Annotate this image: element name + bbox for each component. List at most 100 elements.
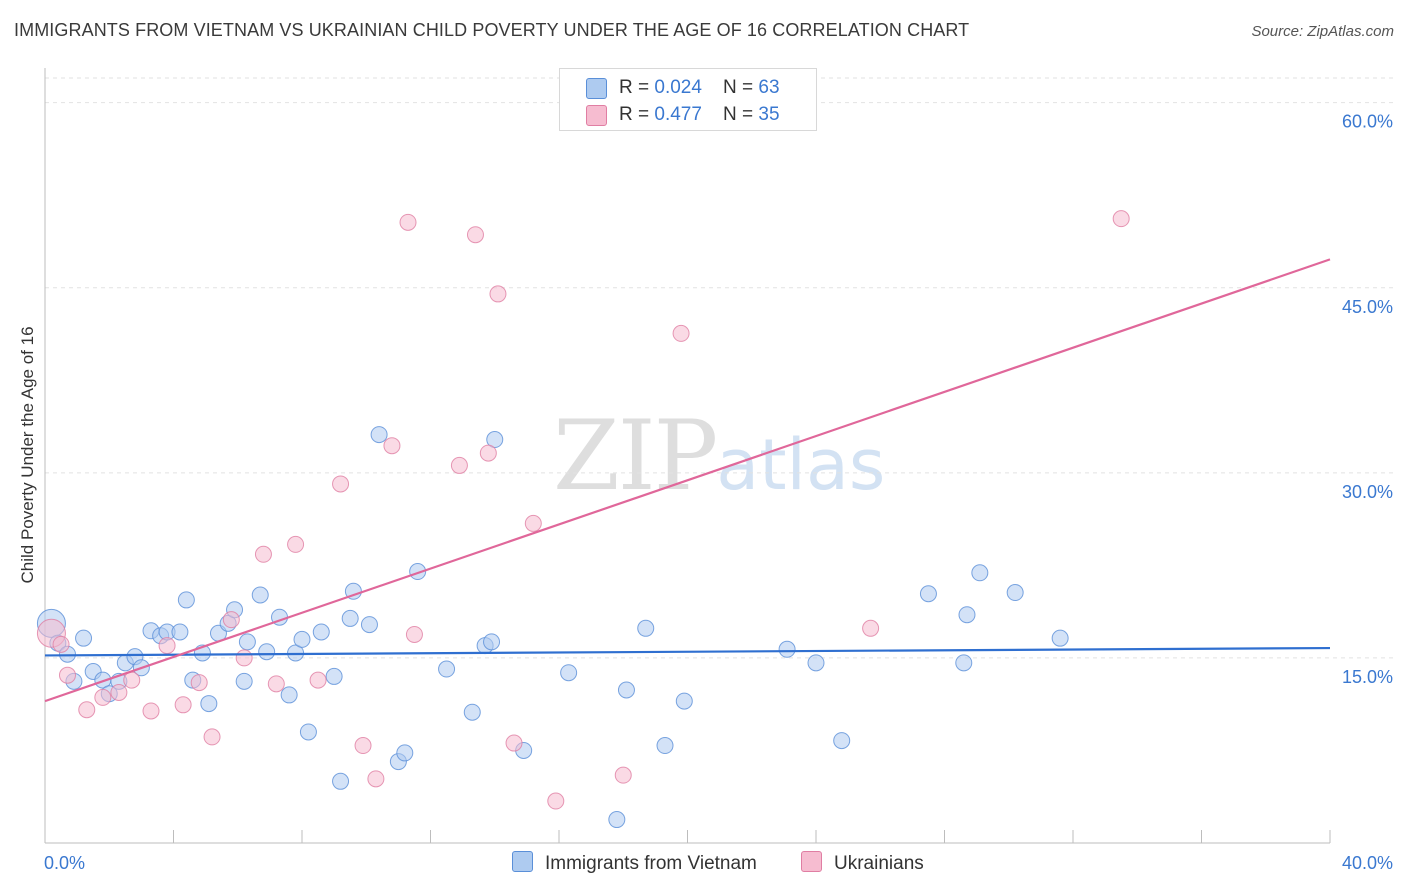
n-value: 63 [758, 77, 780, 98]
point-vietnam [560, 664, 578, 682]
y-tick-label: 30.0% [1342, 482, 1393, 502]
chart-title: IMMIGRANTS FROM VIETNAM VS UKRAINIAN CHI… [14, 20, 970, 40]
legend-label-vietnam: Immigrants from Vietnam [545, 853, 757, 874]
point-vietnam [235, 672, 253, 690]
watermark-zip: ZIP [553, 400, 718, 512]
vietnam-legend-swatch [512, 851, 533, 872]
point-ukrainians [309, 671, 327, 689]
point-ukrainians [479, 444, 497, 462]
point-vietnam [200, 695, 218, 713]
r-value: 0.477 [654, 104, 702, 125]
point-ukrainians [78, 701, 96, 719]
point-ukrainians [1112, 210, 1130, 228]
legend-item-ukrainians[interactable]: Ukrainians [801, 851, 924, 877]
vietnam-swatch [586, 78, 607, 99]
point-vietnam [833, 732, 851, 750]
ukrainians-legend-swatch [801, 851, 822, 872]
point-ukrainians [94, 688, 112, 706]
point-ukrainians [505, 734, 523, 752]
point-ukrainians [110, 683, 128, 701]
point-vietnam [171, 623, 189, 641]
point-ukrainians [190, 674, 208, 692]
point-ukrainians [614, 766, 632, 784]
point-vietnam [177, 591, 195, 609]
point-vietnam [299, 723, 317, 741]
point-vietnam [280, 686, 298, 704]
point-ukrainians [367, 770, 385, 788]
point-ukrainians [489, 285, 507, 303]
point-vietnam [971, 564, 989, 582]
point-vietnam [396, 744, 414, 762]
r-label: R = [619, 104, 655, 125]
point-vietnam [332, 772, 350, 790]
point-ukrainians [222, 611, 240, 629]
point-ukrainians [383, 437, 401, 455]
point-vietnam [360, 616, 378, 634]
point-vietnam [75, 629, 93, 647]
y-tick-label: 45.0% [1342, 297, 1393, 317]
point-vietnam [807, 654, 825, 672]
point-vietnam [483, 633, 501, 651]
point-ukrainians [52, 635, 70, 653]
point-vietnam [919, 585, 937, 603]
point-vietnam [258, 643, 276, 661]
point-vietnam [409, 563, 427, 581]
point-ukrainians [174, 696, 192, 714]
point-ukrainians [123, 671, 141, 689]
n-value: 35 [758, 104, 780, 125]
point-ukrainians [399, 213, 417, 231]
point-ukrainians [405, 625, 423, 643]
r-value: 0.024 [654, 77, 702, 98]
point-vietnam [370, 426, 388, 444]
point-vietnam [617, 681, 635, 699]
trendline-ukrainians [44, 258, 1331, 703]
point-vietnam [958, 606, 976, 624]
point-ukrainians [450, 456, 468, 474]
point-vietnam [656, 737, 674, 755]
point-ukrainians [58, 666, 76, 684]
point-vietnam [675, 692, 693, 710]
point-vietnam [325, 667, 343, 685]
point-vietnam [1051, 629, 1069, 647]
n-label: N = [723, 104, 759, 125]
x-tick-label: 0.0% [44, 853, 85, 873]
trendline-vietnam [44, 646, 1331, 657]
legend-item-vietnam[interactable]: Immigrants from Vietnam [512, 851, 757, 877]
y-axis-label: Child Poverty Under the Age of 16 [18, 326, 37, 584]
stats-legend: R = 0.024 N = 63 R = 0.477 N = 35 [559, 68, 817, 131]
point-ukrainians [267, 675, 285, 693]
point-ukrainians [672, 324, 690, 342]
point-vietnam [608, 811, 626, 829]
ukrainians-swatch [586, 105, 607, 126]
point-vietnam [438, 660, 456, 678]
point-ukrainians [142, 702, 160, 720]
point-ukrainians [158, 637, 176, 655]
point-ukrainians [254, 545, 272, 563]
y-tick-label: 60.0% [1342, 112, 1393, 132]
point-vietnam [341, 609, 359, 627]
r-label: R = [619, 77, 655, 98]
watermark-atlas: atlas [716, 424, 886, 506]
point-ukrainians [235, 649, 253, 667]
point-vietnam [1006, 584, 1024, 602]
y-tick-label: 15.0% [1342, 667, 1393, 687]
point-vietnam [955, 654, 973, 672]
point-vietnam [778, 640, 796, 658]
point-ukrainians [203, 728, 221, 746]
watermark: ZIPatlas [553, 400, 885, 512]
point-ukrainians [466, 226, 484, 244]
legend-label-ukrainians: Ukrainians [834, 853, 924, 874]
point-vietnam [463, 703, 481, 721]
point-ukrainians [547, 792, 565, 810]
point-ukrainians [862, 619, 880, 637]
point-ukrainians [332, 475, 350, 493]
x-tick-label: 40.0% [1342, 853, 1393, 873]
n-label: N = [723, 77, 759, 98]
point-vietnam [251, 586, 269, 604]
point-vietnam [238, 633, 256, 651]
point-ukrainians [354, 737, 372, 755]
point-vietnam [486, 431, 504, 449]
point-ukrainians [524, 514, 542, 532]
point-vietnam [312, 623, 330, 641]
